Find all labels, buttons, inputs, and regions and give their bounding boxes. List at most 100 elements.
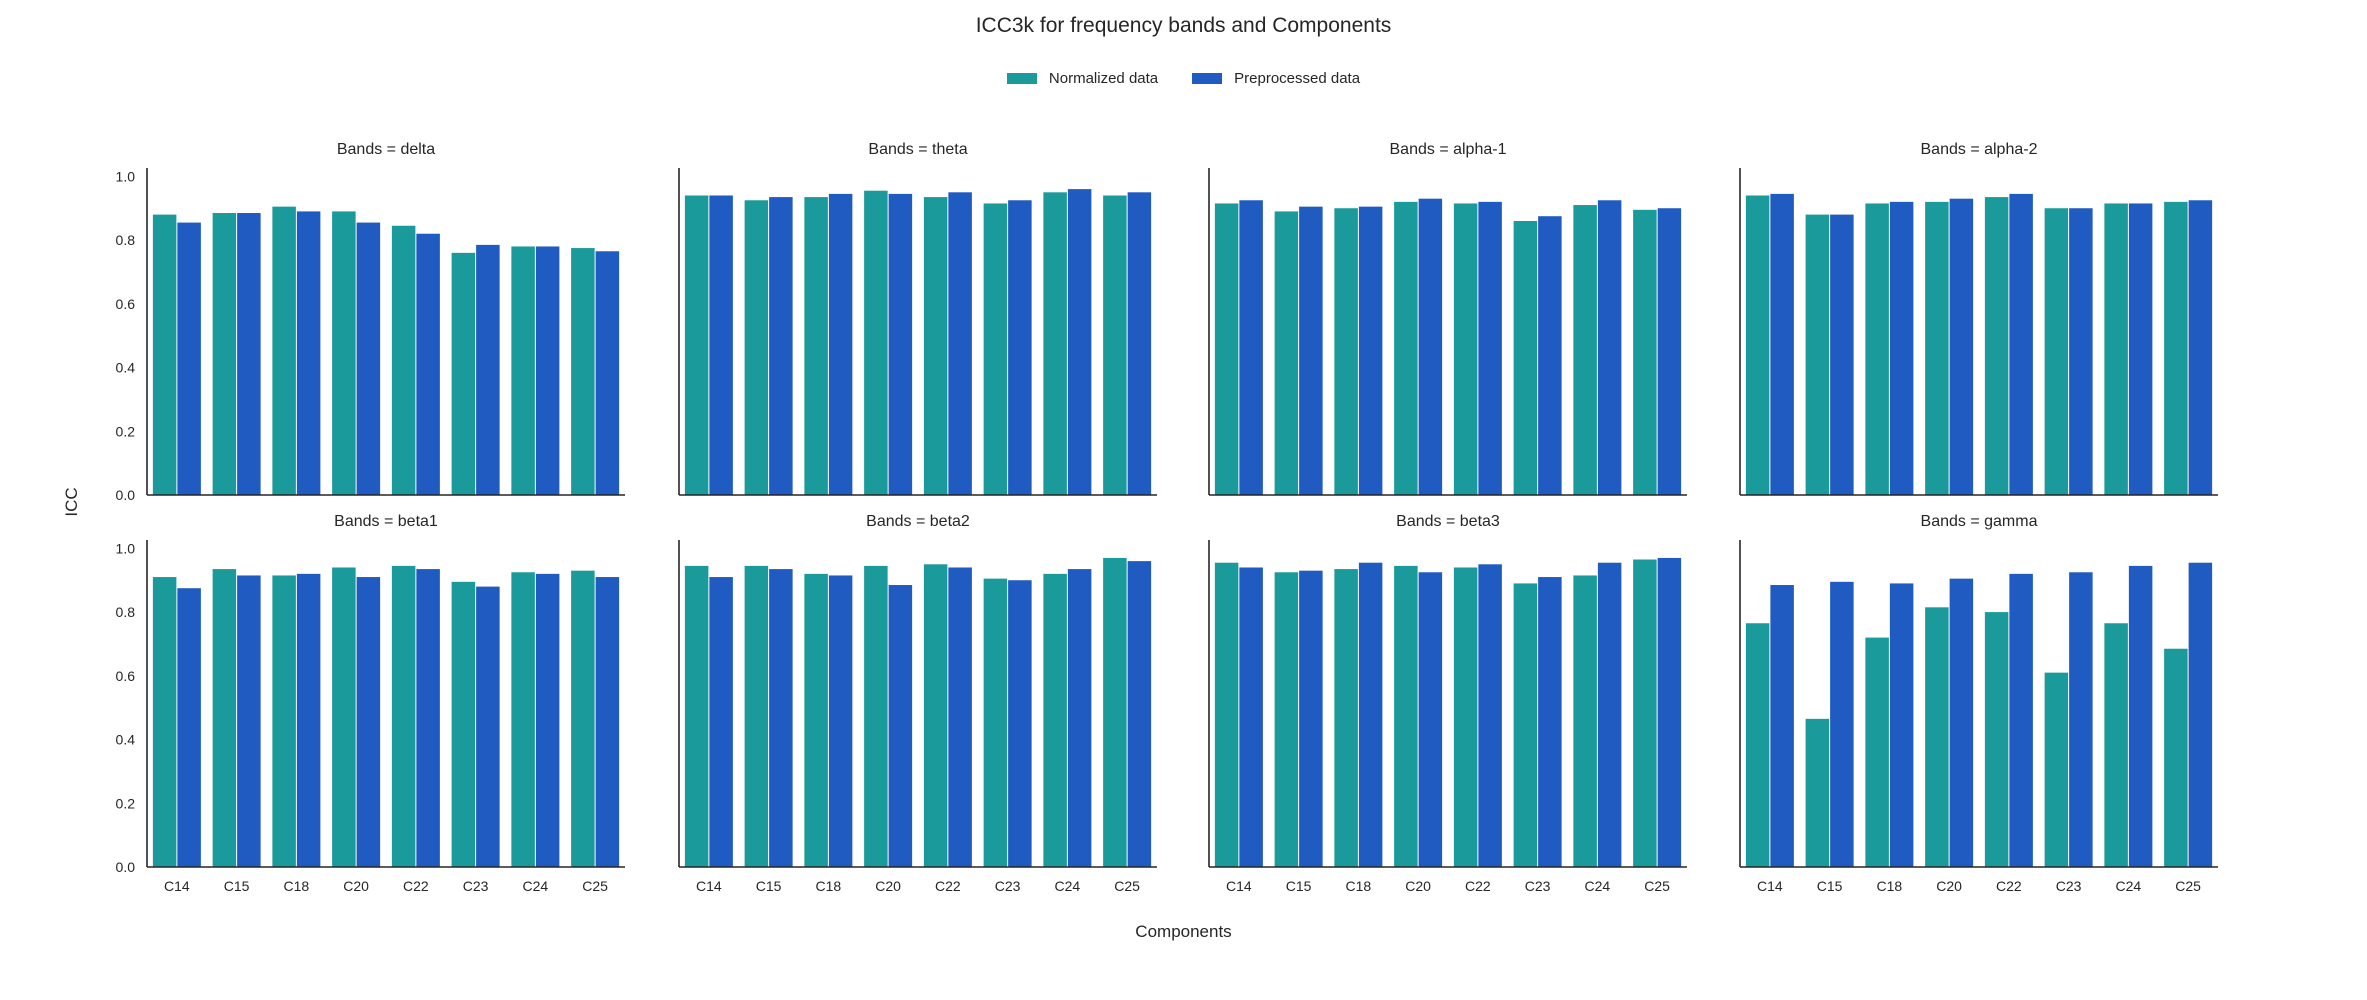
y-tick-label: 0.6	[116, 296, 136, 312]
bar-normalized	[332, 211, 356, 495]
bar-normalized	[1453, 203, 1478, 496]
x-tick-label: C20	[1936, 878, 1962, 894]
x-tick-label: C25	[582, 878, 608, 894]
legend-label-preprocessed: Preprocessed data	[1234, 70, 1361, 87]
y-tick-label: 0.4	[116, 360, 136, 376]
bar-preprocessed	[948, 567, 972, 867]
x-tick-label: C14	[164, 878, 190, 894]
bar-normalized	[684, 565, 709, 867]
facet-3: Bands = alpha-1	[1208, 141, 1687, 496]
bar-preprocessed	[356, 222, 381, 495]
x-tick-label: C25	[1644, 878, 1670, 894]
bar-normalized	[391, 565, 416, 867]
y-tick-label: 0.2	[116, 795, 136, 811]
x-tick-label: C22	[403, 878, 429, 894]
x-tick-label: C20	[875, 878, 901, 894]
facet-title: Bands = beta2	[866, 513, 970, 530]
bar-preprocessed	[1478, 201, 1502, 496]
x-tick-label: C23	[995, 878, 1021, 894]
bar-preprocessed	[709, 195, 733, 496]
bar-preprocessed	[1239, 567, 1263, 867]
bar-preprocessed	[1008, 200, 1032, 496]
bar-normalized	[1453, 567, 1478, 867]
bar-preprocessed	[1657, 208, 1682, 495]
bar-preprocessed	[1008, 580, 1032, 867]
bar-normalized	[923, 564, 948, 867]
bar-preprocessed	[1889, 201, 1914, 496]
bar-normalized	[1573, 575, 1597, 867]
x-tick-label: C22	[1465, 878, 1491, 894]
bar-preprocessed	[177, 588, 201, 867]
bar-normalized	[1573, 205, 1597, 496]
bar-normalized	[272, 206, 296, 495]
x-tick-label: C18	[1346, 878, 1372, 894]
x-tick-label: C15	[224, 878, 250, 894]
bar-normalized	[684, 195, 709, 496]
facet-4: Bands = alpha-2	[1739, 141, 2218, 496]
bar-preprocessed	[1770, 585, 1794, 867]
bar-preprocessed	[1127, 561, 1152, 867]
bar-preprocessed	[948, 192, 972, 495]
bar-preprocessed	[476, 244, 500, 495]
facet-1: Bands = delta 0.0 0.2 0.4 0.6 0.8 1.0	[116, 141, 625, 503]
legend-swatch-normalized	[1006, 73, 1037, 84]
bar-normalized	[1043, 573, 1067, 867]
bar-normalized	[1745, 195, 1770, 496]
x-tick-label: C22	[1996, 878, 2022, 894]
bar-preprocessed	[296, 573, 321, 867]
bar-preprocessed	[1657, 557, 1682, 867]
bar-normalized	[1865, 637, 1889, 867]
x-axis-label: Components	[1135, 922, 1232, 941]
bar-normalized	[1925, 607, 1949, 867]
facet-2: Bands = theta	[678, 141, 1157, 496]
bar-normalized	[1805, 214, 1830, 495]
bar-preprocessed	[2069, 208, 2093, 495]
bar-preprocessed	[1597, 562, 1622, 867]
bar-normalized	[1633, 209, 1657, 495]
bar-normalized	[1214, 203, 1239, 496]
bar-normalized	[923, 197, 948, 496]
bar-preprocessed	[1949, 578, 1974, 867]
x-tick-label: C23	[1525, 878, 1551, 894]
bar-normalized	[2044, 672, 2069, 867]
y-tick-label: 0.6	[116, 668, 136, 684]
bar-preprocessed	[1127, 192, 1152, 495]
bar-preprocessed	[1538, 216, 1562, 495]
x-tick-label: C14	[696, 878, 722, 894]
bar-preprocessed	[2009, 193, 2033, 495]
x-tick-label: C23	[2056, 878, 2082, 894]
facet-title: Bands = gamma	[1921, 513, 2038, 530]
bar-normalized	[864, 190, 888, 495]
x-tick-label: C24	[2116, 878, 2142, 894]
x-tick-label: C15	[756, 878, 782, 894]
legend: Normalized data Preprocessed data	[0, 70, 2367, 87]
facet-title: Bands = delta	[337, 141, 435, 158]
bar-normalized	[1274, 211, 1299, 495]
y-tick-label: 0.2	[116, 423, 136, 439]
bar-preprocessed	[888, 193, 913, 495]
legend-swatch-preprocessed	[1192, 73, 1223, 84]
bar-normalized	[332, 567, 356, 867]
x-tick-label: C24	[1585, 878, 1611, 894]
legend-entry-preprocessed: Preprocessed data	[1192, 70, 1360, 87]
bar-normalized	[571, 248, 595, 495]
bar-preprocessed	[416, 233, 440, 495]
bar-preprocessed	[1830, 581, 1854, 867]
bar-preprocessed	[177, 222, 201, 495]
bar-preprocessed	[1418, 198, 1443, 496]
bar-normalized	[212, 213, 237, 495]
bar-normalized	[2104, 203, 2128, 496]
bar-preprocessed	[1358, 562, 1383, 867]
bar-normalized	[804, 573, 828, 867]
legend-entry-normalized: Normalized data	[1006, 70, 1158, 87]
bar-normalized	[1745, 623, 1770, 867]
facet-8: Bands = gamma C14 C15 C18 C20 C22 C23 C24 C25	[1739, 513, 2218, 894]
bar-normalized	[511, 246, 535, 495]
bar-preprocessed	[1478, 564, 1502, 867]
bar-preprocessed	[1889, 583, 1914, 867]
bar-normalized	[571, 570, 595, 867]
y-tick-label: 0.8	[116, 604, 136, 620]
x-tick-label: C23	[463, 878, 489, 894]
bar-preprocessed	[2188, 562, 2213, 867]
bar-preprocessed	[416, 569, 440, 867]
